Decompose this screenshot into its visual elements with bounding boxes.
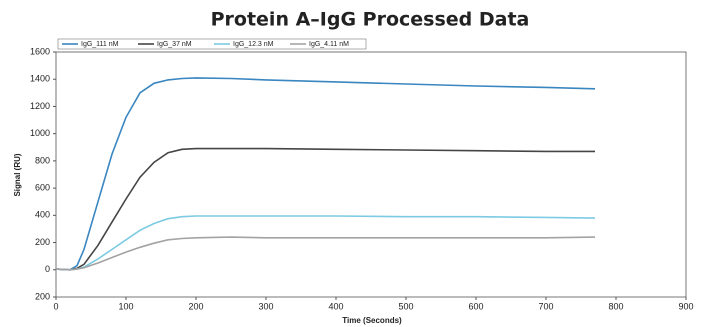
- y-tick-label: 200: [35, 291, 50, 301]
- plot-frame: [55, 51, 687, 298]
- legend-label: IgG_111 nM: [81, 41, 119, 48]
- x-tick-label: 600: [468, 301, 483, 311]
- chart-title: Protein A–IgG Processed Data: [211, 9, 530, 31]
- legend-label: IgG_37 nM: [157, 41, 192, 48]
- legend-label: IgG_4.11 nM: [309, 41, 349, 48]
- series-line: [55, 77, 596, 271]
- y-tick-label: 800: [35, 155, 50, 165]
- series-line: [55, 147, 595, 271]
- y-tick-label: 1600: [30, 46, 50, 56]
- y-axis-label: Signal (RU): [13, 153, 22, 196]
- x-tick-label: 700: [538, 301, 553, 311]
- y-tick-label: 200: [35, 237, 50, 247]
- series-line: [55, 236, 596, 271]
- x-tick-label: 900: [678, 301, 693, 311]
- legend-box: [57, 38, 367, 50]
- x-tick-label: 400: [328, 301, 343, 311]
- x-tick-label: 800: [608, 301, 623, 311]
- y-tick-label: 1000: [30, 128, 50, 138]
- legend-label: IgG_12.3 nM: [233, 41, 274, 48]
- x-tick-label: 200: [188, 301, 203, 311]
- y-tick-label: 1200: [30, 101, 50, 111]
- y-tick-label: 600: [35, 182, 50, 192]
- x-tick-label: 300: [258, 301, 273, 311]
- x-tick-label: 0: [53, 301, 58, 311]
- series-line: [55, 215, 596, 271]
- y-tick-label: 1400: [30, 74, 50, 84]
- x-tick-label: 100: [118, 301, 133, 311]
- x-axis-label: Time (Seconds): [342, 316, 402, 325]
- y-tick-label: 0: [45, 264, 50, 274]
- x-tick-label: 500: [398, 301, 413, 311]
- y-tick-label: 400: [35, 210, 50, 220]
